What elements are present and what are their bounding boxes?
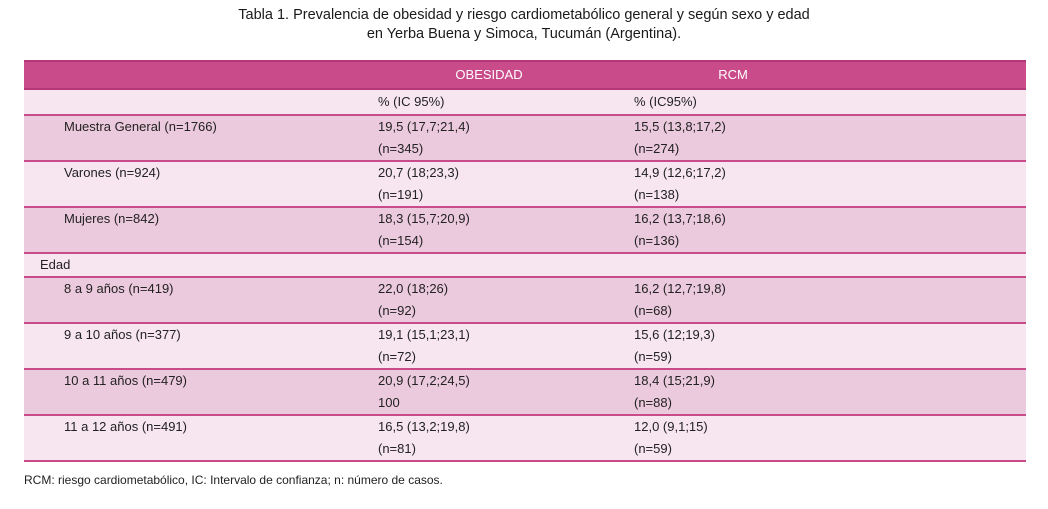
- edad-empty-ob: [358, 253, 620, 278]
- subheader-rcm: % (IC95%): [620, 89, 1026, 116]
- obesidad-n: (n=345): [358, 138, 620, 162]
- rcm-value: 16,2 (12,7;19,8): [620, 277, 1026, 300]
- table-row-n: (n=345) (n=274): [24, 138, 1026, 162]
- obesidad-value: 19,5 (17,7;21,4): [358, 115, 620, 138]
- row-label: 10 a 11 años (n=479): [24, 369, 358, 392]
- obesidad-n: (n=92): [358, 300, 620, 324]
- prevalence-table: OBESIDAD RCM % (IC 95%) % (IC95%) Muestr…: [24, 60, 1026, 462]
- table-row: 10 a 11 años (n=479) 20,9 (17,2;24,5) 18…: [24, 369, 1026, 392]
- row-label-empty: [24, 392, 358, 416]
- obesidad-n: (n=81): [358, 438, 620, 462]
- table-row-n: (n=81) (n=59): [24, 438, 1026, 462]
- row-label-empty: [24, 438, 358, 462]
- edad-section-row: Edad: [24, 253, 1026, 278]
- header-cell-empty: [24, 60, 358, 90]
- caption-line-1: Tabla 1. Prevalencia de obesidad y riesg…: [238, 7, 810, 23]
- rcm-n: (n=88): [620, 392, 1026, 416]
- header-rcm: RCM: [620, 60, 1026, 90]
- obesidad-n: (n=72): [358, 346, 620, 370]
- header-row: OBESIDAD RCM: [24, 60, 1026, 90]
- rcm-value: 14,9 (12,6;17,2): [620, 161, 1026, 184]
- row-label: Mujeres (n=842): [24, 207, 358, 230]
- obesidad-value: 20,9 (17,2;24,5): [358, 369, 620, 392]
- table-row: 8 a 9 años (n=419) 22,0 (18;26) 16,2 (12…: [24, 277, 1026, 300]
- rcm-n: (n=59): [620, 346, 1026, 370]
- rcm-value: 15,5 (13,8;17,2): [620, 115, 1026, 138]
- table-row: Muestra General (n=1766) 19,5 (17,7;21,4…: [24, 115, 1026, 138]
- row-label-empty: [24, 346, 358, 370]
- rcm-n: (n=136): [620, 230, 1026, 254]
- obesidad-value: 20,7 (18;23,3): [358, 161, 620, 184]
- table-row-n: (n=154) (n=136): [24, 230, 1026, 254]
- obesidad-n: (n=191): [358, 184, 620, 208]
- row-label: Varones (n=924): [24, 161, 358, 184]
- subheader-cell-empty: [24, 89, 358, 116]
- row-label: 11 a 12 años (n=491): [24, 415, 358, 438]
- row-label-empty: [24, 300, 358, 324]
- header-obesidad: OBESIDAD: [358, 60, 620, 90]
- rcm-n: (n=68): [620, 300, 1026, 324]
- obesidad-n: 100: [358, 392, 620, 416]
- row-label: 9 a 10 años (n=377): [24, 323, 358, 346]
- row-label-empty: [24, 138, 358, 162]
- obesidad-value: 16,5 (13,2;19,8): [358, 415, 620, 438]
- edad-empty-rcm: [620, 253, 1026, 278]
- rcm-value: 12,0 (9,1;15): [620, 415, 1026, 438]
- row-label: Muestra General (n=1766): [24, 115, 358, 138]
- table-row-n: (n=72) (n=59): [24, 346, 1026, 370]
- table-row: Varones (n=924) 20,7 (18;23,3) 14,9 (12,…: [24, 161, 1026, 184]
- row-label: 8 a 9 años (n=419): [24, 277, 358, 300]
- row-label-empty: [24, 230, 358, 254]
- obesidad-value: 22,0 (18;26): [358, 277, 620, 300]
- rcm-value: 15,6 (12;19,3): [620, 323, 1026, 346]
- obesidad-value: 18,3 (15,7;20,9): [358, 207, 620, 230]
- rcm-n: (n=59): [620, 438, 1026, 462]
- subheader-obesidad: % (IC 95%): [358, 89, 620, 116]
- table-row-n: (n=191) (n=138): [24, 184, 1026, 208]
- rcm-n: (n=274): [620, 138, 1026, 162]
- obesidad-value: 19,1 (15,1;23,1): [358, 323, 620, 346]
- table-row-n: 100 (n=88): [24, 392, 1026, 416]
- obesidad-n: (n=154): [358, 230, 620, 254]
- rcm-value: 16,2 (13,7;18,6): [620, 207, 1026, 230]
- table-row-n: (n=92) (n=68): [24, 300, 1026, 324]
- edad-label: Edad: [24, 253, 358, 278]
- caption-line-2: en Yerba Buena y Simoca, Tucumán (Argent…: [366, 26, 682, 42]
- table-footnote: RCM: riesgo cardiometabólico, IC: Interv…: [24, 473, 443, 487]
- rcm-n: (n=138): [620, 184, 1026, 208]
- table-row: 9 a 10 años (n=377) 19,1 (15,1;23,1) 15,…: [24, 323, 1026, 346]
- rcm-value: 18,4 (15;21,9): [620, 369, 1026, 392]
- table-row: Mujeres (n=842) 18,3 (15,7;20,9) 16,2 (1…: [24, 207, 1026, 230]
- table-caption: Tabla 1. Prevalencia de obesidad y riesg…: [0, 6, 1048, 44]
- table-row: 11 a 12 años (n=491) 16,5 (13,2;19,8) 12…: [24, 415, 1026, 438]
- row-label-empty: [24, 184, 358, 208]
- subheader-row: % (IC 95%) % (IC95%): [24, 89, 1026, 116]
